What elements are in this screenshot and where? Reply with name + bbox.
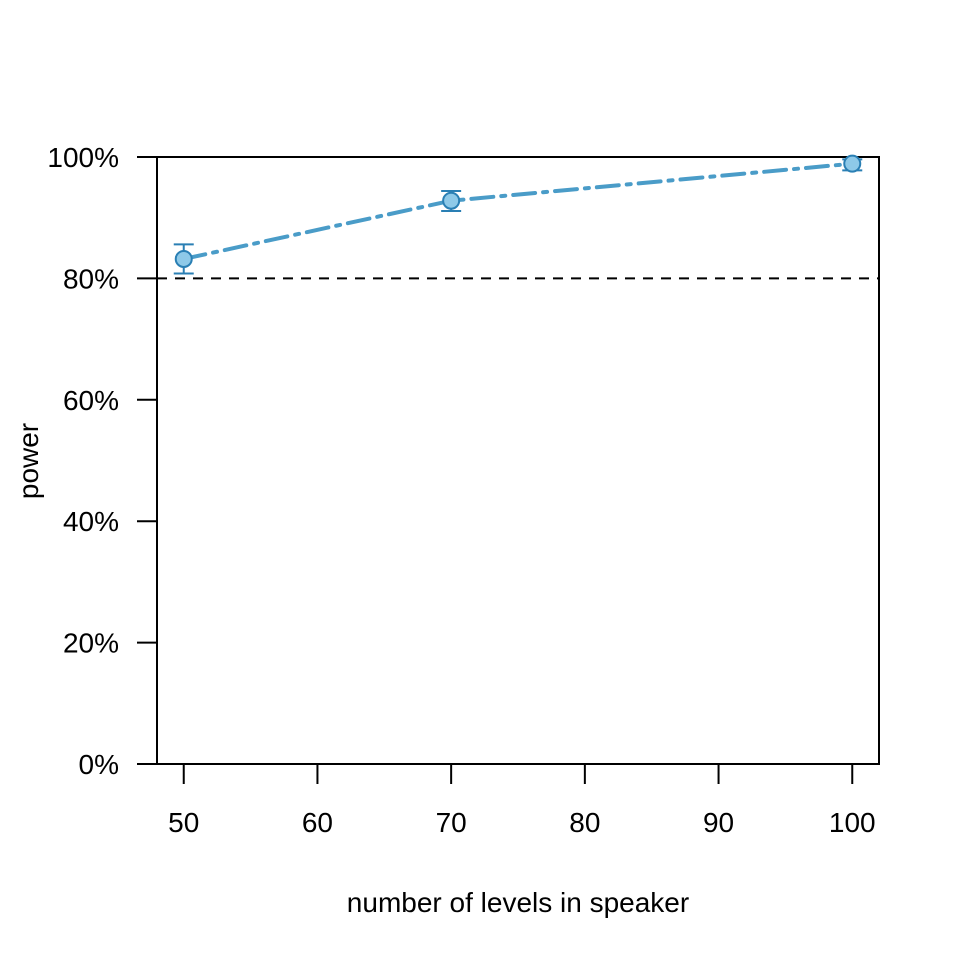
x-tick-label: 90 — [703, 807, 734, 838]
x-tick-label: 80 — [569, 807, 600, 838]
y-tick-label: 100% — [47, 142, 119, 173]
series-line — [181, 161, 855, 261]
data-point — [174, 249, 193, 268]
y-axis: 0% 20% 40% 60% 80% 100% — [47, 142, 157, 780]
y-tick-label: 80% — [63, 263, 119, 294]
plot-frame — [156, 156, 880, 765]
x-axis: 50 60 70 80 90 100 — [168, 764, 876, 838]
data-point — [442, 191, 461, 210]
data-point — [843, 154, 862, 173]
y-tick-label: 60% — [63, 385, 119, 416]
y-tick-label: 20% — [63, 628, 119, 659]
x-tick-label: 70 — [436, 807, 467, 838]
x-tick-label: 60 — [302, 807, 333, 838]
x-tick-label: 50 — [168, 807, 199, 838]
y-axis-label: power — [13, 423, 44, 499]
series-layer — [173, 154, 863, 275]
y-tick-label: 0% — [79, 749, 119, 780]
y-tick-label: 40% — [63, 506, 119, 537]
x-tick-label: 100 — [829, 807, 876, 838]
x-axis-label: number of levels in speaker — [347, 887, 689, 918]
